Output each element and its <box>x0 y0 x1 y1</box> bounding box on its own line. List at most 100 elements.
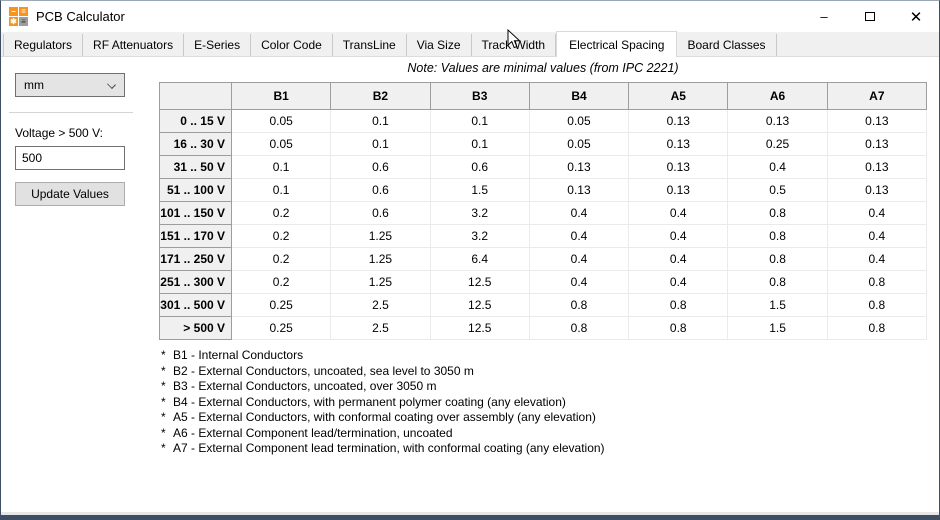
table-cell: 0.8 <box>528 316 630 340</box>
row-header: 151 .. 170 V <box>159 224 232 248</box>
footnote-line: * B1 - Internal Conductors <box>161 348 304 362</box>
column-header-a7: A7 <box>826 82 928 110</box>
app-icon-tile: ✱ <box>9 16 18 26</box>
table-cell: 0.13 <box>528 155 630 179</box>
electrical-spacing-panel: mm Voltage > 500 V: Update Values Note: … <box>1 57 939 512</box>
table-cell: 12.5 <box>429 316 530 340</box>
table-cell: 0.13 <box>628 178 729 202</box>
table-cell: 0.25 <box>230 293 332 317</box>
table-cell: 3.2 <box>429 224 530 248</box>
table-cell: 0.13 <box>528 178 630 202</box>
app-icon-tile: − <box>9 7 18 16</box>
table-cell: 0.8 <box>727 247 828 271</box>
table-cell: 0.6 <box>429 155 530 179</box>
row-header: 51 .. 100 V <box>159 178 232 202</box>
table-row: 171 .. 250 V 0.2 1.25 6.4 0.4 0.4 0.8 0.4 <box>159 247 928 271</box>
tab-e-series[interactable]: E-Series <box>184 34 252 56</box>
column-header-a5: A5 <box>628 82 729 110</box>
table-cell: 1.5 <box>429 178 530 202</box>
window-controls: – ✕ <box>801 1 939 32</box>
table-cell: 0.25 <box>727 132 828 156</box>
table-cell: 0.8 <box>727 224 828 248</box>
titlebar: − = ✱ ≡ PCB Calculator – ✕ <box>1 1 939 32</box>
table-cell: 6.4 <box>429 247 530 271</box>
table-cell: 2.5 <box>330 316 431 340</box>
column-header-b3: B3 <box>429 82 530 110</box>
footnote-line: * B4 - External Conductors, with permanen… <box>161 394 566 409</box>
footnote-line: * A5 - External Conductors, with conforma… <box>161 410 596 424</box>
spacing-table: B1 B2 B3 B4 A5 A6 A7 0 .. 15 V 0.05 0.1 0.1 0.05 0.… <box>159 82 928 340</box>
tab-transline[interactable]: TransLine <box>333 34 407 56</box>
update-values-button[interactable]: Update Values <box>15 182 125 206</box>
table-cell: 0.4 <box>528 247 630 271</box>
row-header: 31 .. 50 V <box>159 155 232 179</box>
tab-electrical-spacing[interactable]: Electrical Spacing <box>556 31 678 57</box>
table-cell: 3.2 <box>429 201 530 225</box>
table-cell: 0.13 <box>628 155 729 179</box>
column-header-b4: B4 <box>528 82 630 110</box>
table-cell: 12.5 <box>429 270 530 294</box>
app-icon-tile: = <box>19 7 28 16</box>
tab-rf-attenuators[interactable]: RF Attenuators <box>83 34 185 56</box>
main-area: Note: Values are minimal values (from IP… <box>151 57 939 512</box>
table-cell: 0.05 <box>230 109 332 133</box>
table-row: 301 .. 500 V 0.25 2.5 12.5 0.8 0.8 1.5 0.8 <box>159 293 928 317</box>
tab-bar: Regulators RF Attenuators E-Series Color Co… <box>1 31 939 57</box>
row-header: 101 .. 150 V <box>159 201 232 225</box>
left-panel: mm Voltage > 500 V: Update Values <box>1 57 151 512</box>
table-cell: 0.2 <box>230 270 332 294</box>
table-row: > 500 V 0.25 2.5 12.5 0.8 0.8 1.5 0.8 <box>159 316 928 340</box>
note-text: Note: Values are minimal values (from IP… <box>407 61 679 75</box>
table-cell: 0.1 <box>429 132 530 156</box>
window-bottom-border <box>1 515 939 520</box>
tab-track-width[interactable]: Track Width <box>472 34 557 56</box>
footnote-line: * A6 - External Component lead/terminatio… <box>161 425 453 440</box>
table-cell: 0.8 <box>528 293 630 317</box>
voltage-input[interactable] <box>15 146 125 170</box>
table-cell: 0.8 <box>826 270 928 294</box>
row-header: 16 .. 30 V <box>159 132 232 156</box>
table-row: 101 .. 150 V 0.2 0.6 3.2 0.4 0.4 0.8 0.4 <box>159 201 928 225</box>
table-cell: 1.25 <box>330 247 431 271</box>
table-row: 16 .. 30 V 0.05 0.1 0.1 0.05 0.13 0.25 0.13 <box>159 132 928 156</box>
table-cell: 0.8 <box>826 293 928 317</box>
tab-color-code[interactable]: Color Code <box>251 34 333 56</box>
row-header: 0 .. 15 V <box>159 109 232 133</box>
table-cell: 0.5 <box>727 178 828 202</box>
table-cell: 0.6 <box>330 201 431 225</box>
tab-regulators[interactable]: Regulators <box>3 34 84 56</box>
row-header: 301 .. 500 V <box>159 293 232 317</box>
table-cell: 0.8 <box>727 270 828 294</box>
table-cell: 0.2 <box>230 201 332 225</box>
units-select[interactable]: mm <box>15 73 125 97</box>
table-cell: 0.13 <box>826 178 928 202</box>
maximize-icon <box>865 12 875 21</box>
close-button[interactable]: ✕ <box>909 8 923 26</box>
table-cell: 0.1 <box>230 155 332 179</box>
minimize-button[interactable]: – <box>820 9 828 24</box>
table-cell: 0.4 <box>826 224 928 248</box>
bottom-inner-edge <box>1 512 939 515</box>
table-cell: 0.4 <box>528 270 630 294</box>
table-cell: 1.5 <box>727 293 828 317</box>
tab-board-classes[interactable]: Board Classes <box>677 34 777 56</box>
table-cell: 0.13 <box>727 109 828 133</box>
table-cell: 0.13 <box>628 132 729 156</box>
footnotes: * B1 - Internal Conductors * B2 - External … <box>159 348 927 457</box>
table-cell: 1.5 <box>727 316 828 340</box>
window-title: PCB Calculator <box>36 9 125 24</box>
table-cell: 1.25 <box>330 224 431 248</box>
maximize-button[interactable] <box>847 1 893 32</box>
table-cell: 0.4 <box>826 201 928 225</box>
table-cell: 0.2 <box>230 247 332 271</box>
table-cell: 0.1 <box>429 109 530 133</box>
table-cell: 0.1 <box>330 109 431 133</box>
tab-via-size[interactable]: Via Size <box>407 34 472 56</box>
footnote-line: * B3 - External Conductors, uncoated, ove… <box>161 379 437 393</box>
voltage-label: Voltage > 500 V: <box>15 126 103 140</box>
panel-separator <box>9 112 133 113</box>
row-header: 171 .. 250 V <box>159 247 232 271</box>
table-cell: 0.2 <box>230 224 332 248</box>
table-cell: 0.25 <box>230 316 332 340</box>
